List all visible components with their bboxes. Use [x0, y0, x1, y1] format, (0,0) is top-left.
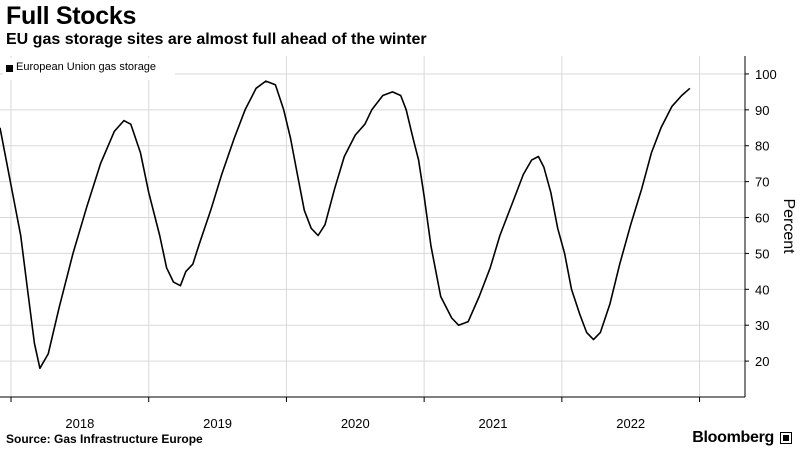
brand-logo: Bloomberg	[692, 429, 774, 446]
brand-mark-icon	[780, 432, 792, 444]
ytick-label-0: 20	[755, 354, 769, 369]
y-axis-label: Percent	[780, 198, 797, 254]
year-separators	[10, 56, 701, 402]
ytick-label-7: 90	[755, 103, 769, 118]
source-note: Source: Gas Infrastructure Europe	[6, 432, 203, 446]
xtick-label-4: 2022	[616, 416, 645, 431]
legend-label: European Union gas storage	[16, 61, 157, 73]
series-layer	[0, 80, 691, 370]
ytick-label-8: 100	[755, 67, 777, 82]
legend	[3, 58, 175, 80]
chart-title: Full Stocks	[6, 2, 137, 30]
ytick-label-5: 70	[755, 175, 769, 190]
legend-swatch	[6, 65, 13, 72]
xtick-label-2: 2020	[341, 416, 370, 431]
ytick-label-6: 80	[755, 139, 769, 154]
xtick-label-1: 2019	[203, 416, 232, 431]
ytick-label-4: 60	[755, 211, 769, 226]
chart-subtitle: EU gas storage sites are almost full ahe…	[6, 31, 427, 48]
y-tick-labels: 20 30 40 50 60 70 80 90 100	[755, 67, 777, 369]
x-tick-labels: 2018 2019 2020 2021 2022	[65, 416, 645, 431]
xtick-label-3: 2021	[479, 416, 508, 431]
ytick-label-3: 50	[755, 246, 769, 261]
axes	[0, 56, 746, 398]
series-line-0	[0, 80, 691, 370]
xtick-label-0: 2018	[65, 416, 94, 431]
ytick-label-1: 30	[755, 318, 769, 333]
grid	[0, 73, 749, 362]
ytick-label-2: 40	[755, 282, 769, 297]
